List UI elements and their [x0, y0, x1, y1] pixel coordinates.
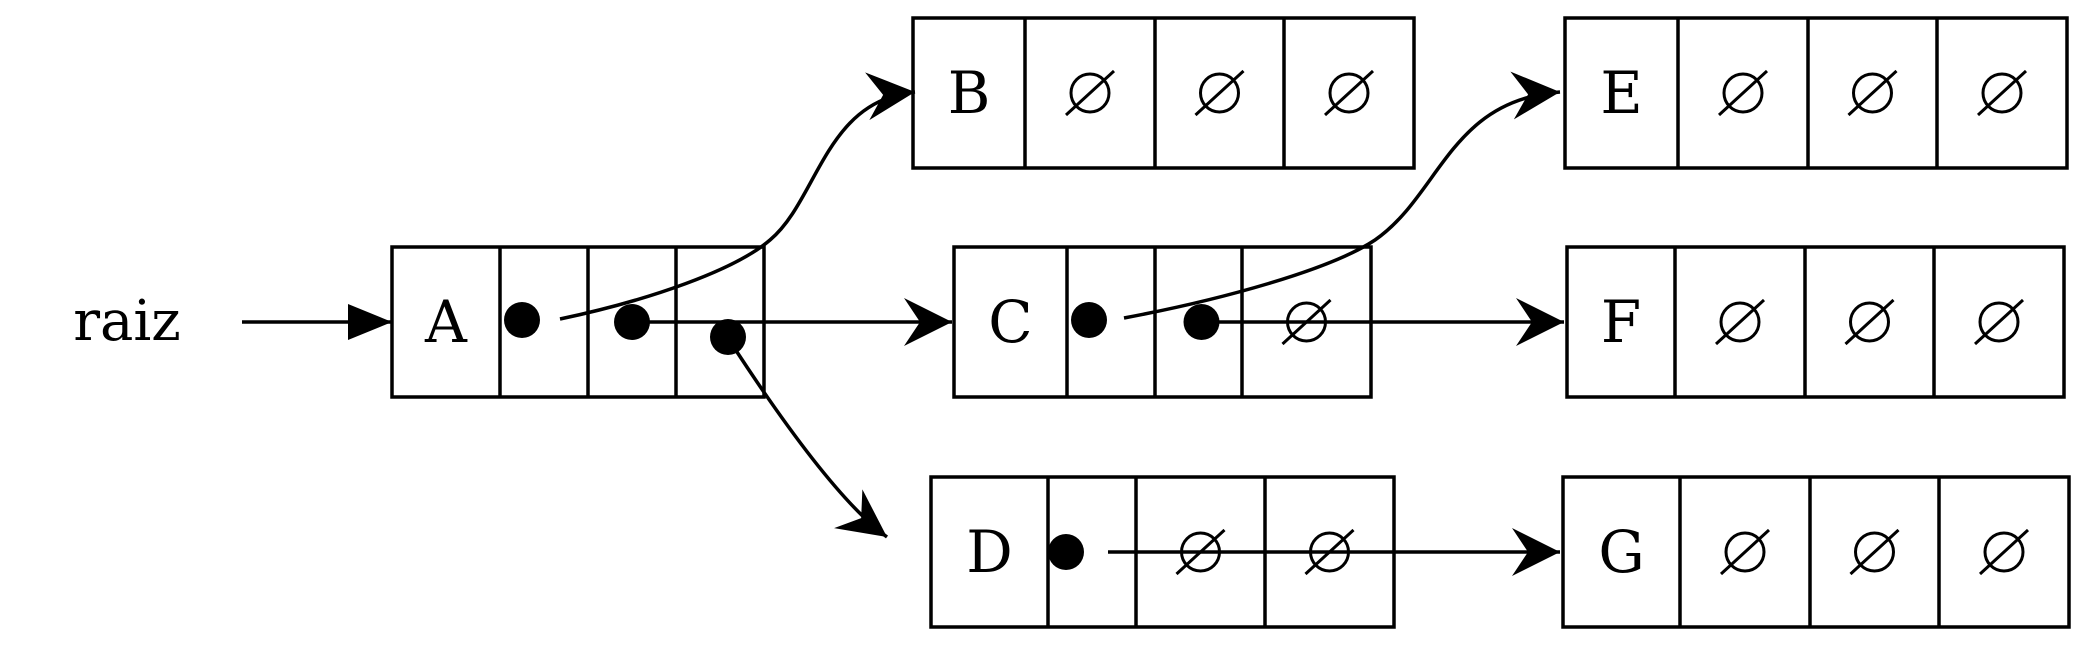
node-c-label: C [988, 288, 1032, 356]
pointer-dot [1071, 302, 1107, 338]
node-f-label: F [1601, 288, 1641, 356]
pointer-dot [614, 304, 650, 340]
node-b-frame [911, 16, 1416, 170]
node-a-label: A [424, 288, 468, 356]
edge-c-e [1123, 71, 1561, 320]
null-symbol [1194, 69, 1245, 117]
node-a-frame [390, 245, 766, 399]
node-g: G [1561, 475, 2071, 629]
null-symbol [1976, 69, 2028, 117]
null-symbol [1973, 298, 2025, 346]
null-symbol [1281, 298, 1332, 346]
nodes: A B C D E F G [390, 16, 2071, 629]
node-b-label: B [948, 59, 991, 127]
null-symbol [1847, 69, 1898, 117]
null-symbol [1064, 69, 1116, 117]
node-a: A [390, 245, 766, 399]
node-f: F [1565, 245, 2066, 399]
null-symbol [1849, 528, 1900, 576]
node-d-frame [929, 475, 1396, 629]
pointer-dot [1183, 304, 1220, 340]
null-symbol [1844, 298, 1895, 346]
null-symbol [1978, 528, 2030, 576]
node-b: B [911, 16, 1416, 170]
pointer-dot [504, 302, 540, 338]
null-symbol [1323, 69, 1375, 117]
edges [242, 71, 1564, 576]
edge-a-d [735, 351, 889, 539]
node-e: E [1563, 16, 2069, 170]
node-e-label: E [1600, 59, 1642, 127]
node-c: C [952, 245, 1373, 399]
edge-a-b [559, 72, 916, 321]
null-symbol [1304, 528, 1355, 576]
node-e-frame [1563, 16, 2069, 170]
node-g-frame [1561, 475, 2071, 629]
root-label: raiz [73, 289, 181, 354]
node-d-label: D [966, 518, 1013, 586]
null-symbol [1719, 528, 1771, 576]
node-g-label: G [1598, 518, 1644, 586]
node-c-frame [952, 245, 1373, 399]
pointer-dot [1048, 534, 1084, 570]
null-symbol [1175, 528, 1226, 576]
node-f-frame [1565, 245, 2066, 399]
null-symbol [1717, 69, 1769, 117]
pointer-dot [710, 319, 746, 355]
null-symbol [1714, 298, 1766, 346]
node-d: D [929, 475, 1396, 629]
